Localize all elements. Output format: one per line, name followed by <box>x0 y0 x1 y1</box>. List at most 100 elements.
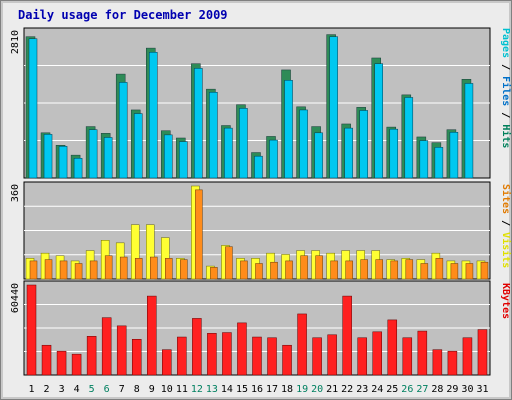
bar-files-day-29 <box>449 132 459 179</box>
bar-kbytes-day-11 <box>177 336 187 376</box>
bar-kbytes-day-13 <box>207 333 217 376</box>
legend-item-hits: Hits <box>500 124 512 148</box>
bar-kbytes-day-30 <box>462 337 473 376</box>
x-tick-label-day-12: 12 <box>191 384 203 395</box>
bar-kbytes-day-16 <box>252 336 262 376</box>
bar-files-day-3 <box>58 146 68 179</box>
legend-separator: / <box>500 214 511 232</box>
x-tick-label-day-15: 15 <box>236 384 248 395</box>
bar-sites-day-18 <box>285 260 293 280</box>
panel-visits: 360 Sites / Visits <box>10 181 512 280</box>
bar-sites-day-14 <box>225 246 233 280</box>
bar-sites-day-12 <box>195 189 203 280</box>
bar-files-day-10 <box>164 134 173 179</box>
bar-kbytes-day-21 <box>327 334 337 376</box>
bar-files-day-28 <box>434 147 444 179</box>
bar-files-day-22 <box>344 127 353 179</box>
x-tick-label-day-30: 30 <box>461 384 473 395</box>
bar-sites-day-13 <box>210 267 218 280</box>
bar-kbytes-day-31 <box>477 329 488 376</box>
bar-sites-day-27 <box>420 263 429 280</box>
x-tick-label-day-5: 5 <box>89 384 95 395</box>
legend-item-pages: Pages <box>500 28 511 58</box>
bar-files-day-26 <box>404 97 414 179</box>
bar-kbytes-day-29 <box>447 350 458 376</box>
bar-sites-day-28 <box>435 258 444 280</box>
bar-kbytes-day-9 <box>147 295 157 376</box>
x-tick-label-day-14: 14 <box>221 384 233 395</box>
x-tick-label-day-21: 21 <box>326 384 338 395</box>
x-tick-label-day-11: 11 <box>176 384 188 395</box>
bar-files-day-14 <box>224 127 233 179</box>
bar-files-day-18 <box>284 80 293 179</box>
bar-kbytes-day-12 <box>192 318 202 376</box>
chart-panels: 2810 Pages / Files / Hits 360 Sites / Visit… <box>10 27 512 376</box>
bar-files-day-17 <box>269 139 278 179</box>
bar-kbytes-day-17 <box>267 337 277 376</box>
bar-sites-day-15 <box>240 260 248 280</box>
x-tick-label-day-13: 13 <box>206 384 218 395</box>
bar-sites-day-30 <box>465 263 474 280</box>
bar-files-day-2 <box>43 134 53 179</box>
bar-files-day-8 <box>133 113 143 179</box>
bar-kbytes-day-1 <box>26 284 37 376</box>
legend-item-sites: Sites <box>500 184 512 214</box>
bar-kbytes-day-18 <box>282 344 292 376</box>
x-tick-label-day-25: 25 <box>386 384 398 395</box>
legend-item-visits: Visits <box>500 232 512 268</box>
x-tick-label-day-9: 9 <box>149 384 155 395</box>
bar-kbytes-day-27 <box>417 330 428 376</box>
x-tick-label-day-20: 20 <box>311 384 323 395</box>
x-axis-labels: 1 2 3 4 5 6 7 8 9 10 11 12 13 14 15 16 17 18 19 20 21 22 23 24 2… <box>29 384 489 395</box>
bar-kbytes-day-4 <box>71 353 82 376</box>
x-tick-label-day-23: 23 <box>356 384 368 395</box>
bar-sites-day-24 <box>375 259 383 280</box>
x-tick-label-day-17: 17 <box>266 384 278 395</box>
bar-sites-day-17 <box>270 261 278 280</box>
bar-sites-day-7 <box>119 256 128 280</box>
x-tick-label-day-6: 6 <box>104 384 110 395</box>
bar-kbytes-day-8 <box>131 339 142 376</box>
bar-sites-day-19 <box>300 255 308 280</box>
bar-files-day-30 <box>464 83 474 179</box>
bar-sites-day-22 <box>345 260 353 280</box>
bar-sites-day-4 <box>74 263 83 280</box>
x-tick-label-day-29: 29 <box>446 384 458 395</box>
bar-kbytes-day-6 <box>101 317 112 376</box>
bar-sites-day-3 <box>59 260 68 280</box>
bar-sites-day-29 <box>450 263 459 280</box>
x-tick-label-day-2: 2 <box>44 384 50 395</box>
x-tick-label-day-27: 27 <box>416 384 428 395</box>
legend-visits: Sites / Visits <box>500 184 512 268</box>
legend-item-files: Files <box>500 76 512 106</box>
panel-hits: 2810 Pages / Files / Hits <box>10 27 512 179</box>
bar-sites-day-1 <box>29 260 38 280</box>
bar-sites-day-16 <box>255 263 263 280</box>
bar-files-day-20 <box>314 132 323 179</box>
bar-kbytes-day-20 <box>312 337 322 376</box>
bar-sites-day-26 <box>405 259 414 280</box>
x-tick-label-day-22: 22 <box>341 384 353 395</box>
x-tick-label-day-19: 19 <box>296 384 308 395</box>
bar-kbytes-day-19 <box>297 313 307 376</box>
x-tick-label-day-26: 26 <box>401 384 413 395</box>
bar-files-day-23 <box>359 110 368 179</box>
bar-files-day-4 <box>73 158 83 179</box>
x-tick-label-day-3: 3 <box>59 384 65 395</box>
bar-kbytes-day-22 <box>342 295 352 376</box>
x-tick-label-day-10: 10 <box>161 384 173 395</box>
bar-files-day-13 <box>209 92 218 179</box>
bar-files-day-24 <box>374 63 383 179</box>
chart-title: Daily usage for December 2009 <box>18 8 228 22</box>
bar-sites-day-5 <box>89 260 98 280</box>
bar-files-day-25 <box>389 128 399 179</box>
bar-sites-day-23 <box>360 259 368 280</box>
bar-sites-day-11 <box>180 259 188 280</box>
x-tick-label-day-31: 31 <box>476 384 488 395</box>
x-tick-label-day-8: 8 <box>134 384 140 395</box>
x-tick-label-day-18: 18 <box>281 384 293 395</box>
y-max-label-visits: 360 <box>10 184 21 202</box>
y-max-label-hits: 2810 <box>10 30 21 54</box>
bar-sites-day-8 <box>134 258 143 280</box>
